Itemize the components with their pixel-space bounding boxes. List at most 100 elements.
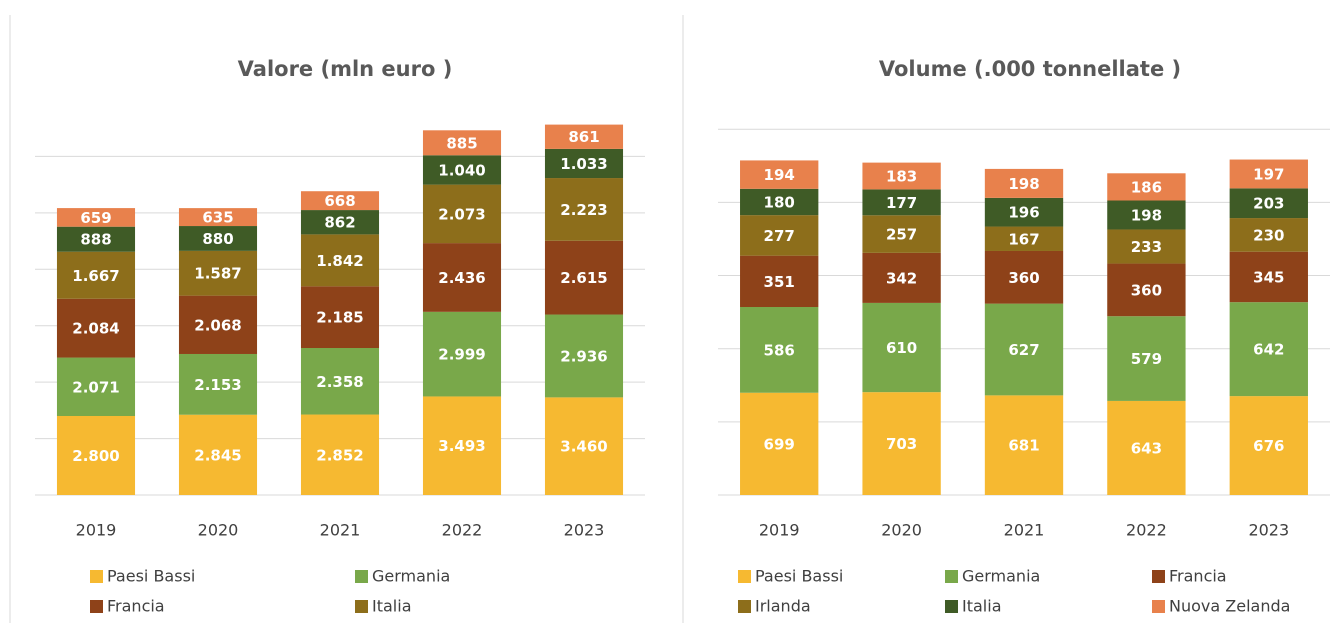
data-label: 360 — [1131, 281, 1162, 299]
bar-segment — [862, 215, 941, 253]
bar-segment — [1229, 302, 1308, 397]
legend-label: Paesi Bassi — [107, 567, 195, 586]
bar-segment — [862, 392, 941, 495]
data-label: 676 — [1253, 437, 1284, 455]
legend-swatch — [738, 600, 751, 613]
legend-swatch — [738, 570, 751, 583]
data-label: 198 — [1131, 206, 1162, 224]
bar-segment — [740, 188, 819, 216]
data-label: 230 — [1253, 226, 1284, 244]
data-label: 360 — [1008, 269, 1039, 287]
data-label: 888 — [80, 231, 111, 249]
data-label: 2.153 — [194, 376, 241, 394]
legend-label: Francia — [1169, 567, 1227, 586]
legend-label: Irlanda — [755, 597, 811, 616]
x-tick-label: 2022 — [1126, 521, 1167, 540]
legend-swatch — [945, 600, 958, 613]
legend-label: Paesi Bassi — [755, 567, 843, 586]
data-label: 345 — [1253, 268, 1284, 286]
data-label: 2.071 — [72, 378, 119, 396]
data-label: 643 — [1131, 439, 1162, 457]
bar-segment — [862, 302, 941, 393]
x-tick-label: 2019 — [76, 521, 117, 540]
legend-label: Francia — [107, 597, 165, 616]
bar-segment — [56, 357, 136, 416]
x-tick-label: 2021 — [1004, 521, 1045, 540]
bar-segment — [740, 215, 819, 256]
bar-segment — [178, 353, 258, 415]
data-label: 2.852 — [316, 446, 363, 464]
bar-segment — [740, 307, 819, 393]
legend-label: Germania — [962, 567, 1040, 586]
data-label: 2.436 — [438, 269, 485, 287]
data-label: 880 — [202, 230, 233, 248]
data-label: 2.185 — [316, 309, 363, 327]
bar-segment — [544, 240, 624, 315]
bar-segment — [544, 178, 624, 241]
data-label: 2.358 — [316, 373, 363, 391]
data-label: 642 — [1253, 341, 1284, 359]
bar-segment — [56, 416, 136, 495]
bar-segment — [740, 392, 819, 495]
data-label: 703 — [886, 435, 917, 453]
bar-segment — [1107, 200, 1186, 230]
bar-segment — [178, 226, 258, 251]
data-label: 194 — [764, 166, 795, 184]
data-label: 1.040 — [438, 161, 485, 179]
data-label: 1.587 — [194, 265, 241, 283]
data-label: 3.460 — [560, 438, 607, 456]
bar-segment — [56, 208, 136, 227]
bar-segment — [862, 252, 941, 303]
bar-segment — [178, 208, 258, 227]
data-label: 635 — [202, 209, 233, 227]
x-tick-label: 2022 — [442, 521, 483, 540]
legend-swatch — [90, 600, 103, 613]
x-tick-label: 2020 — [198, 521, 239, 540]
data-label: 861 — [568, 128, 599, 146]
data-label: 2.073 — [438, 205, 485, 223]
data-label: 885 — [446, 134, 477, 152]
data-label: 177 — [886, 194, 917, 212]
data-label: 579 — [1131, 350, 1162, 368]
data-label: 2.223 — [560, 201, 607, 219]
bar-segment — [984, 250, 1064, 304]
bar-segment — [740, 160, 819, 189]
data-label: 1.033 — [560, 155, 607, 173]
data-label: 699 — [764, 435, 795, 453]
bar-segment — [984, 303, 1064, 396]
data-label: 659 — [80, 209, 111, 227]
bar-segment — [178, 250, 258, 296]
bar-segment — [984, 197, 1064, 227]
data-label: 257 — [886, 226, 917, 244]
bar-segment — [178, 295, 258, 354]
bar-segment — [984, 226, 1064, 251]
data-label: 610 — [886, 339, 917, 357]
bar-segment — [300, 234, 380, 287]
data-label: 862 — [324, 214, 355, 232]
legend-label: Nuova Zelanda — [1169, 597, 1290, 616]
bar-segment — [862, 162, 941, 190]
legend-swatch — [1152, 570, 1165, 583]
bar-segment — [300, 286, 380, 349]
bar-segment — [300, 348, 380, 415]
legend-label: Italia — [372, 597, 412, 616]
data-label: 2.936 — [560, 347, 607, 365]
bar-segment — [178, 414, 258, 495]
bar-segment — [422, 243, 502, 312]
data-label: 1.842 — [316, 252, 363, 270]
legend-swatch — [355, 570, 368, 583]
data-label: 2.615 — [560, 269, 607, 287]
x-tick-label: 2019 — [759, 521, 800, 540]
bar-segment — [422, 130, 502, 156]
bar-segment — [1107, 316, 1186, 401]
bar-segment — [984, 168, 1064, 198]
bar-segment — [422, 396, 502, 495]
bar-segment — [56, 226, 136, 252]
data-label: 342 — [886, 269, 917, 287]
bar-segment — [1229, 218, 1308, 252]
chart-title: Volume (.000 tonnellate ) — [879, 57, 1181, 81]
bar-segment — [300, 191, 380, 211]
data-label: 277 — [764, 227, 795, 245]
data-label: 668 — [324, 192, 355, 210]
